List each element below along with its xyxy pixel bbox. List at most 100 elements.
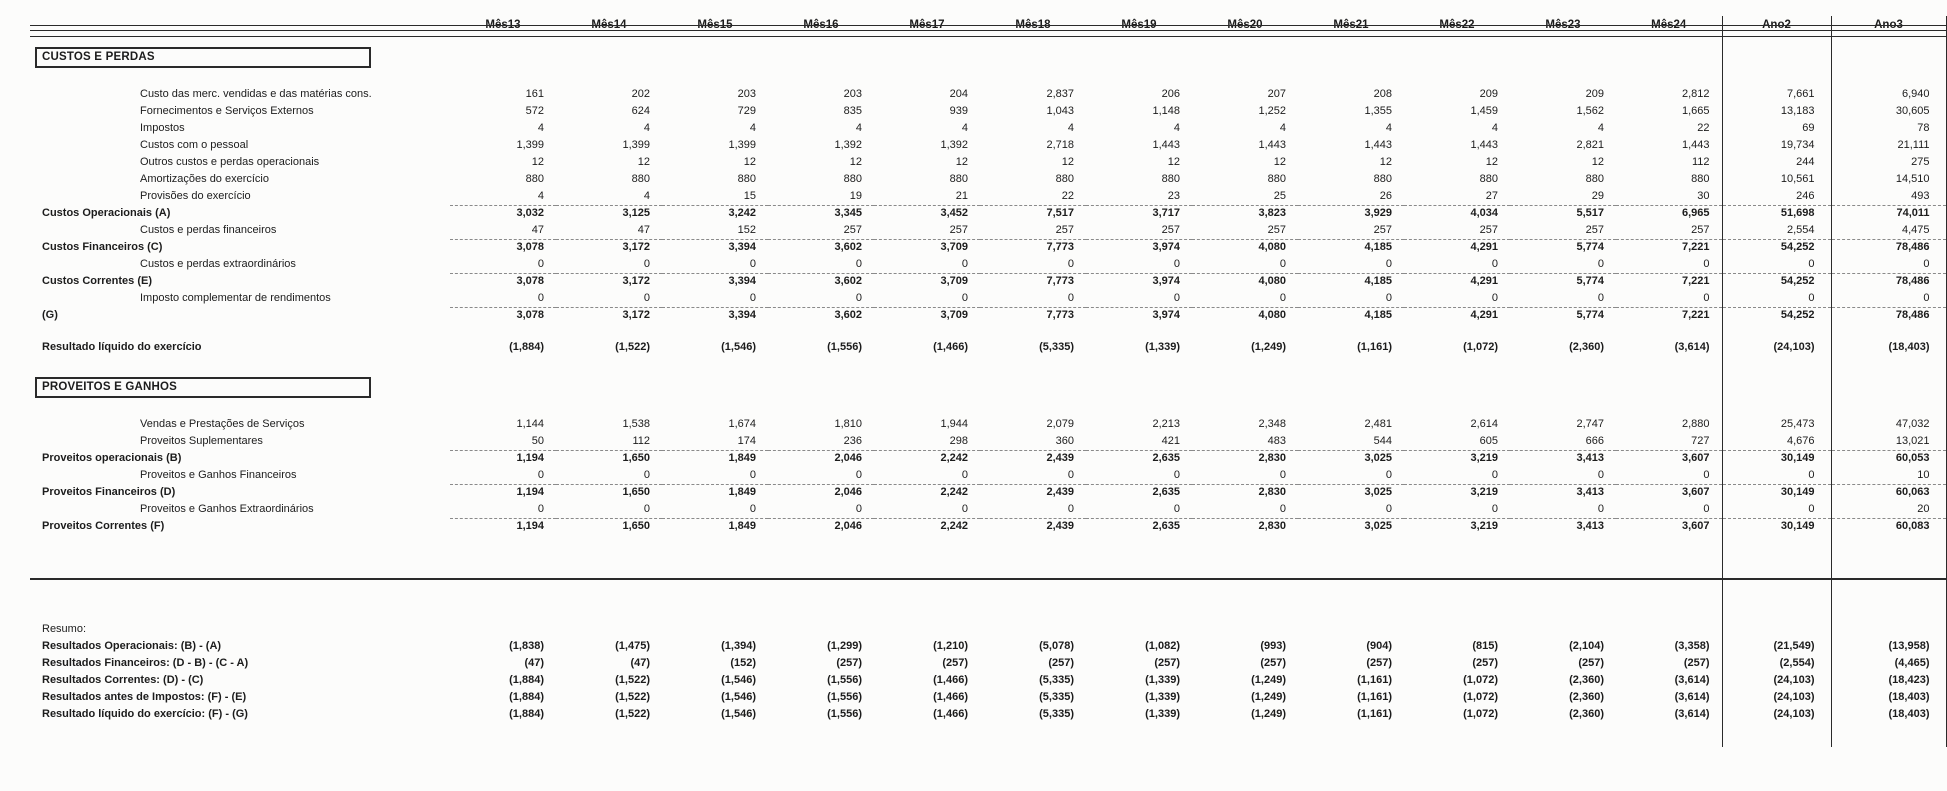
cell: 30,605 [1830,103,1947,120]
cell: (1,210) [933,640,968,652]
cell [874,621,980,638]
cell: 880 [631,173,650,185]
empty-cell [662,376,768,398]
row-label: Custo das merc. vendidas e das matérias … [140,88,372,100]
cell: 624 [631,105,650,117]
cell: 204 [949,88,968,100]
cell: 7,773 [1046,241,1074,254]
cell: (1,072) [1463,674,1498,686]
cell: (257) [942,657,968,669]
cell: (1,556) [827,340,862,353]
spacer-row [30,324,1947,338]
cell: (1,339) [1145,708,1180,720]
spacer-cell [874,398,980,416]
cell: 4 [1597,122,1604,134]
spacer-cell [30,535,450,579]
spacer-cell [556,36,662,46]
table-row: Fornecimentos e Serviços Externos 572 624 7… [30,103,1947,120]
cell: (5,078) [1039,640,1074,652]
row-label: Provisões do exercício [140,190,251,202]
cell: (18,403) [1830,338,1947,356]
table-row: Custos Operacionais (A) 3,032 3,125 3,242 3,… [30,205,1947,222]
cell: 0 [556,501,662,519]
cell: 25,473 [1721,416,1831,433]
cell: 1,443 [1152,139,1180,151]
cell: (1,838) [509,640,544,652]
cell: 0 [1192,467,1298,485]
spacer-cell [1830,356,1947,376]
cell [1086,621,1192,638]
table-row: Proveitos Suplementares 50 112 174 236 298 360… [30,433,1947,451]
spacer-cell [1086,68,1192,86]
spacer-cell [980,356,1086,376]
spacer-cell [1404,398,1510,416]
spacer-cell [1510,324,1616,338]
row-label: Custos e perdas extraordinários [140,258,296,270]
cell: (1,249) [1251,674,1286,686]
spacer-cell [1616,36,1722,46]
cell: 880 [737,173,756,185]
cell: 4 [537,122,544,134]
cell: 50 [450,433,556,451]
cell: 4,185 [1364,309,1392,322]
cell: 1,849 [728,520,756,533]
table-row: Resultado líquido do exercício: (F) - (G… [30,706,1947,723]
cell: 2,439 [1046,452,1074,465]
column-header: Ano2 [1721,16,1831,37]
cell: 2,614 [1470,418,1498,430]
cell: (1,556) [827,691,862,703]
section-title: CUSTOS E PERDAS [35,46,371,68]
cell: 257 [1086,222,1192,240]
cell: 3,602 [834,241,862,254]
cell: 257 [1510,222,1616,240]
cell: 0 [874,501,980,519]
rule-cell [30,578,450,621]
table-row: Custos Financeiros (C) 3,078 3,172 3,394 3,6… [30,239,1947,256]
table-row: Proveitos Correntes (F) 1,194 1,650 1,849 2,… [30,518,1947,535]
cell: 1,392 [940,139,968,151]
cell: 3,394 [728,275,756,288]
column-header: Mês17 [874,16,980,37]
table-row: Proveitos e Ganhos Financeiros 0 0 0 0 0 0 0 0 0 0… [30,467,1947,485]
cell: 483 [1192,433,1298,451]
cell: 0 [1192,501,1298,519]
cell: (2,360) [1569,708,1604,720]
cell: 880 [1585,173,1604,185]
row-label: Proveitos Financeiros (D) [42,486,176,498]
cell: 3,413 [1576,486,1604,499]
cell: (1,161) [1357,708,1392,720]
cell: 835 [843,105,862,117]
cell: 1,674 [728,418,756,430]
cell: 60,053 [1830,450,1947,467]
rule-cell [1510,578,1616,621]
cell: 0 [874,256,980,274]
cell: 112 [556,433,662,451]
spacer-cell [1086,36,1192,46]
cell: (1,466) [933,708,968,720]
spacer-cell [1830,535,1947,579]
table-row: Impostos 4 4 4 4 4 4 4 4 4 4 4 22 69 78 [30,120,1947,137]
cell: 2,439 [1046,520,1074,533]
cell: 3,607 [1681,520,1710,533]
cell: 0 [1192,290,1298,308]
cell: (24,103) [1721,672,1831,689]
cell: 0 [980,467,1086,485]
cell: 174 [662,433,768,451]
cell: 0 [1616,290,1722,308]
table-row: Proveitos e Ganhos Extraordinários 0 0 0 0 0 0… [30,501,1947,519]
spacer-cell [1404,36,1510,46]
cell: 30,149 [1721,518,1831,535]
cell: 202 [631,88,650,100]
scanned-financial-sheet: Mês13 Mês14 Mês15 Mês16 Mês17 Mês18 Mês19 Mês20… [0,16,1947,791]
cell: 880 [843,173,862,185]
cell: 207 [1267,88,1286,100]
cell: 3,602 [834,275,862,288]
cell: 2,635 [1152,520,1180,533]
spacer-row [30,356,1947,376]
cell [768,621,874,638]
row-label: Resultado líquido do exercício: (F) - (G… [42,708,248,720]
spacer-cell [1192,723,1298,747]
column-header: Mês15 [662,16,768,37]
cell: 0 [874,467,980,485]
header-row: Mês13 Mês14 Mês15 Mês16 Mês17 Mês18 Mês19 Mês20… [30,16,1947,37]
